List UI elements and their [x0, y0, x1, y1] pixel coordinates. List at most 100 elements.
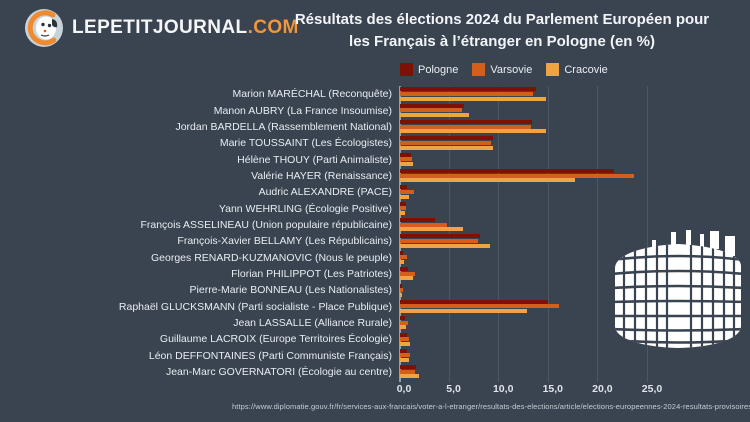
- bar-varsovie: [400, 369, 415, 374]
- chart-title-line1: Résultats des élections 2024 du Parlemen…: [294, 11, 710, 28]
- bar-group: [400, 136, 648, 150]
- bar-group: [400, 120, 648, 134]
- candidate-label: Marion MARÉCHAL (Reconquête): [232, 88, 392, 101]
- bar-group: [400, 152, 648, 167]
- candidate-label: Léon DEFFONTAINES (Parti Communiste Fran…: [148, 349, 392, 362]
- bar-pologne: [400, 103, 465, 108]
- legend-item-cracovie: Cracovie: [546, 63, 608, 76]
- parliament-building-illustration: [607, 226, 749, 359]
- candidate-label: Valérie HAYER (Renaissance): [251, 169, 392, 182]
- bar-cracovie: [400, 276, 413, 281]
- candidate-row: Marie TOUSSAINT (Les Écologistes): [0, 135, 750, 151]
- bar-pologne: [400, 250, 403, 255]
- logo: LEPETITJOURNAL.COM: [24, 8, 299, 48]
- bar-pologne: [400, 365, 416, 370]
- bar-pologne: [400, 234, 481, 239]
- candidate-label: Florian PHILIPPOT (Les Patriotes): [231, 267, 392, 280]
- bar-cracovie: [400, 325, 406, 330]
- candidate-label: Guillaume LACROIX (Europe Territoires Éc…: [159, 333, 392, 346]
- bar-pologne: [400, 316, 405, 321]
- bar-cracovie: [400, 260, 404, 265]
- candidate-label: Georges RENARD-KUZMANOVIC (Nous le peupl…: [151, 251, 392, 264]
- bar-varsovie: [400, 222, 447, 227]
- candidate-row: François ASSELINEAU (Union populaire rép…: [0, 217, 750, 233]
- bar-cracovie: [400, 374, 419, 379]
- x-tick-label: 5,0: [446, 383, 461, 395]
- candidate-label: François-Xavier BELLAMY (Les Républicain…: [177, 235, 392, 248]
- candidate-row: Florian PHILIPPOT (Les Patriotes): [0, 266, 750, 282]
- bar-varsovie: [400, 108, 463, 113]
- legend-label: Cracovie: [564, 63, 608, 76]
- legend-swatch-cracovie: [546, 63, 560, 76]
- candidate-label: Jean LASSALLE (Alliance Rurale): [233, 316, 392, 329]
- bar-cracovie: [400, 96, 546, 101]
- bar-cracovie: [400, 210, 405, 215]
- candidate-row: Guillaume LACROIX (Europe Territoires Éc…: [0, 331, 750, 347]
- bar-group: [400, 103, 648, 118]
- candidate-row: Léon DEFFONTAINES (Parti Communiste Fran…: [0, 348, 750, 364]
- legend-swatch-pologne: [400, 63, 413, 76]
- bar-pologne: [400, 283, 402, 288]
- chart-title: Résultats des élections 2024 du Parlemen…: [258, 9, 746, 53]
- candidate-label: Audric ALEXANDRE (PACE): [258, 186, 392, 199]
- bar-cracovie: [400, 112, 470, 117]
- legend-item-pologne: Pologne: [400, 63, 458, 76]
- legend: Pologne Varsovie Cracovie: [400, 63, 660, 76]
- candidate-label: Yann WEHRLING (Écologie Positive): [218, 202, 392, 215]
- bar-group: [400, 201, 648, 216]
- bar-cracovie: [400, 194, 409, 199]
- bar-group: [400, 299, 648, 314]
- x-tick-label: 10,0: [492, 383, 514, 395]
- candidate-row: Jordan BARDELLA (Rassemblement National): [0, 119, 750, 135]
- bar-group: [400, 218, 648, 232]
- bar-varsovie: [400, 124, 531, 129]
- candidate-row: Jean LASSALLE (Alliance Rurale): [0, 315, 750, 331]
- bar-varsovie: [400, 141, 492, 146]
- bar-pologne: [400, 136, 494, 141]
- bar-varsovie: [400, 271, 415, 276]
- bar-group: [400, 365, 648, 379]
- x-tick-label: 0,0: [396, 383, 412, 395]
- legend-item-varsovie: Varsovie: [472, 63, 532, 76]
- candidate-label: Jean-Marc GOVERNATORI (Écologie au centr…: [165, 366, 392, 379]
- bar-varsovie: [400, 157, 412, 162]
- bar-varsovie: [400, 353, 410, 358]
- bar-rows: Marion MARÉCHAL (Reconquête) Manon AUBRY …: [0, 86, 750, 380]
- bar-cracovie: [400, 129, 546, 134]
- bar-cracovie: [400, 341, 410, 346]
- candidate-label: François ASSELINEAU (Union populaire rép…: [140, 218, 392, 231]
- candidate-row: Raphaël GLUCKSMANN (Parti socialiste - P…: [0, 298, 750, 314]
- bar-pologne: [400, 120, 532, 125]
- candidate-row: Pierre-Marie BONNEAU (Les Nationalistes): [0, 282, 750, 298]
- logo-com-suffix: .COM: [247, 17, 299, 38]
- bar-pologne: [400, 152, 411, 157]
- candidate-label: Hélène THOUY (Parti Animaliste): [237, 153, 392, 166]
- bar-varsovie: [400, 239, 479, 244]
- bar-cracovie: [400, 145, 494, 150]
- bar-varsovie: [400, 190, 414, 195]
- source-url: https://www.diplomatie.gouv.fr/fr/servic…: [232, 402, 750, 411]
- bar-cracovie: [400, 178, 575, 183]
- bar-varsovie: [400, 304, 559, 309]
- chart-title-line2: les Français à l’étranger en Pologne (en…: [349, 33, 655, 50]
- bar-varsovie: [400, 173, 635, 178]
- bar-group: [400, 267, 648, 281]
- bar-varsovie: [400, 320, 408, 325]
- legend-label: Pologne: [418, 63, 459, 76]
- candidate-label: Jordan BARDELLA (Rassemblement National): [175, 120, 392, 133]
- bar-varsovie: [400, 91, 533, 96]
- bar-pologne: [400, 267, 408, 272]
- bar-pologne: [400, 201, 406, 206]
- candidate-row: Audric ALEXANDRE (PACE): [0, 184, 750, 200]
- x-tick-label: 20,0: [592, 383, 613, 395]
- legend-label: Varsovie: [490, 63, 533, 76]
- bar-cracovie: [400, 161, 413, 166]
- bar-varsovie: [400, 255, 407, 260]
- candidate-label: Manon AUBRY (La France Insoumise): [213, 104, 392, 117]
- bar-cracovie: [400, 358, 409, 363]
- bar-pologne: [400, 348, 407, 353]
- candidate-label: Raphaël GLUCKSMANN (Parti socialiste - P…: [118, 300, 392, 313]
- x-axis-tick-labels: 0,0 5,0 10,0 15,0 20,0 25,0: [0, 383, 750, 397]
- bar-varsovie: [400, 337, 409, 342]
